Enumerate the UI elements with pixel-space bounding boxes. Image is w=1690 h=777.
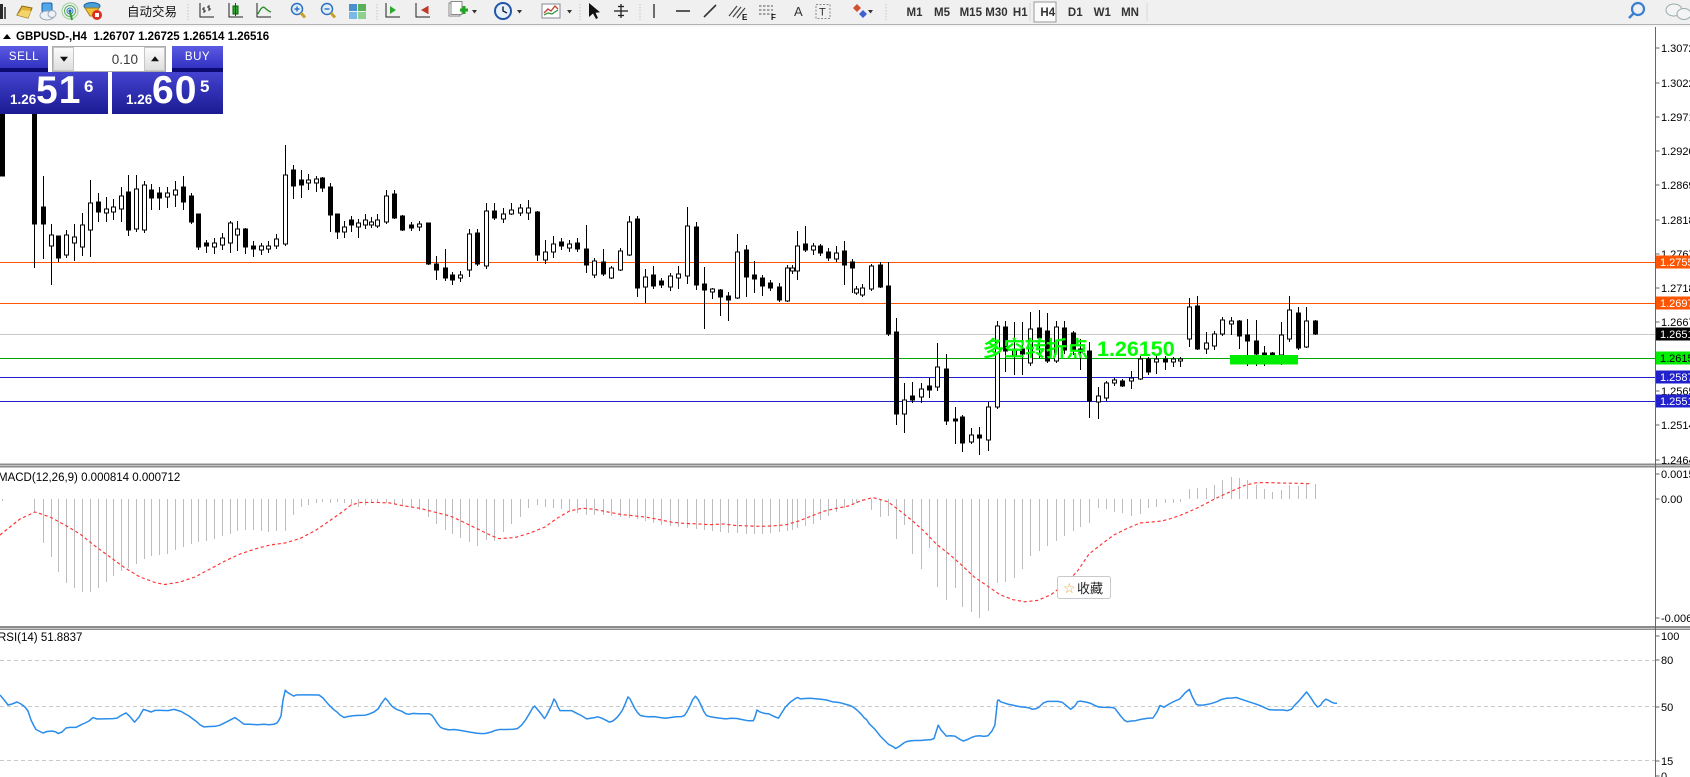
svg-text:MN: MN	[1121, 7, 1139, 19]
svg-text:多空转折点: 多空转折点	[983, 337, 1088, 361]
svg-text:1.2718: 1.2718	[1661, 283, 1690, 295]
svg-text:1.2651: 1.2651	[1660, 329, 1690, 341]
svg-text:自动交易: 自动交易	[127, 4, 177, 19]
svg-text:RSI(14) 51.8837: RSI(14) 51.8837	[0, 632, 82, 644]
svg-text:MACD(12,26,9) 0.000814 0.00071: MACD(12,26,9) 0.000814 0.000712	[0, 472, 180, 484]
svg-text:☆: ☆	[1063, 580, 1076, 596]
svg-text:1.2464: 1.2464	[1661, 455, 1690, 467]
svg-text:1.2551: 1.2551	[1660, 396, 1690, 408]
svg-text:1.2755: 1.2755	[1660, 257, 1690, 269]
svg-text:1.3072: 1.3072	[1661, 43, 1690, 55]
svg-text:1.3022: 1.3022	[1661, 78, 1690, 90]
svg-text:1.26150: 1.26150	[1097, 337, 1175, 361]
svg-text:1.2869: 1.2869	[1661, 180, 1690, 192]
svg-text:15: 15	[1661, 756, 1673, 768]
svg-text:H4: H4	[1040, 7, 1055, 19]
svg-text:M5: M5	[934, 7, 951, 19]
svg-text:0.00: 0.00	[1661, 494, 1682, 506]
svg-text:D1: D1	[1068, 7, 1083, 19]
svg-text:W1: W1	[1094, 7, 1112, 19]
svg-text:1.2697: 1.2697	[1660, 298, 1690, 310]
svg-text:A: A	[794, 4, 803, 19]
svg-text:1.2667: 1.2667	[1661, 317, 1690, 329]
svg-text:E: E	[742, 13, 748, 22]
svg-text:收藏: 收藏	[1077, 581, 1103, 596]
svg-text:1.2615: 1.2615	[1660, 353, 1690, 365]
svg-text:100: 100	[1661, 631, 1679, 643]
svg-text:M15: M15	[960, 7, 983, 19]
svg-text:1.2514: 1.2514	[1661, 420, 1690, 432]
svg-text:0: 0	[1661, 771, 1667, 777]
svg-text:H1: H1	[1013, 7, 1028, 19]
svg-text:1.2920: 1.2920	[1661, 146, 1690, 158]
svg-text:50: 50	[1661, 702, 1673, 714]
svg-text:F: F	[771, 13, 776, 22]
svg-text:1.2587: 1.2587	[1660, 372, 1690, 384]
svg-text:-0.0066: -0.0066	[1661, 613, 1690, 625]
svg-text:M30: M30	[985, 7, 1007, 19]
svg-text:M1: M1	[907, 7, 924, 19]
svg-text:T: T	[819, 7, 826, 19]
svg-text:80: 80	[1661, 655, 1673, 667]
svg-text:0.00154: 0.00154	[1661, 469, 1690, 481]
svg-text:1.2818: 1.2818	[1661, 215, 1690, 227]
svg-text:GBPUSD-,H4 1.26707 1.26725 1.: GBPUSD-,H4 1.26707 1.26725 1.26514 1.265…	[16, 31, 269, 43]
